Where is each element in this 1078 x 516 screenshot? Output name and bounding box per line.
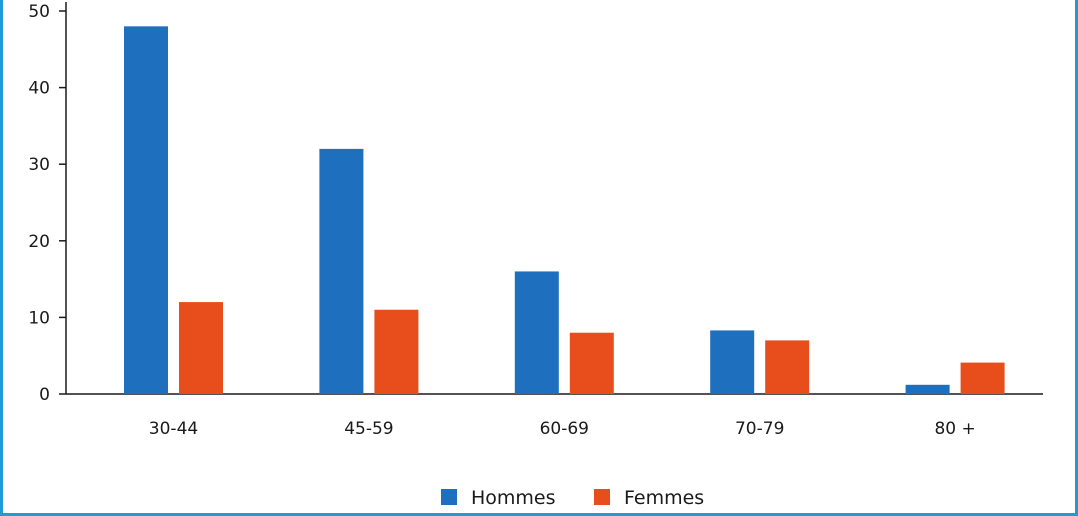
legend-swatch-hommes	[441, 489, 457, 505]
legend: Hommes Femmes	[441, 487, 704, 509]
bar-hommes-70-79	[710, 330, 755, 394]
bar-femmes-60-69	[569, 332, 614, 394]
y-tick-label: 50	[28, 2, 50, 22]
x-tick-label: 80 +	[934, 419, 975, 439]
legend-label-hommes: Hommes	[471, 487, 556, 509]
bar-femmes-70-79	[765, 340, 810, 394]
x-tick-label: 60-69	[540, 419, 589, 439]
bar-hommes-30-44	[124, 26, 168, 394]
y-tick-label: 0	[39, 385, 50, 405]
y-tick-label: 20	[28, 232, 50, 252]
x-axis: 30-44 45-59 60-69 70-79 80 +	[66, 393, 1043, 439]
y-axis: 0 10 20 30 40 50	[28, 2, 67, 405]
bar-femmes-30-44	[179, 302, 223, 394]
y-tick-label: 40	[28, 79, 50, 99]
bar-hommes-80+	[905, 384, 950, 394]
y-tick-label: 30	[28, 155, 50, 175]
x-tick-label: 45-59	[344, 419, 393, 439]
bar-hommes-45-59	[319, 148, 364, 394]
x-tick-label: 70-79	[735, 419, 784, 439]
bar-femmes-80+	[960, 362, 1005, 394]
legend-swatch-femmes	[594, 489, 610, 505]
legend-label-femmes: Femmes	[624, 487, 704, 509]
y-tick-label: 10	[28, 308, 50, 328]
bars	[124, 26, 1005, 394]
bar-hommes-60-69	[514, 271, 559, 394]
bar-femmes-45-59	[374, 309, 419, 394]
x-tick-label: 30-44	[149, 419, 198, 439]
